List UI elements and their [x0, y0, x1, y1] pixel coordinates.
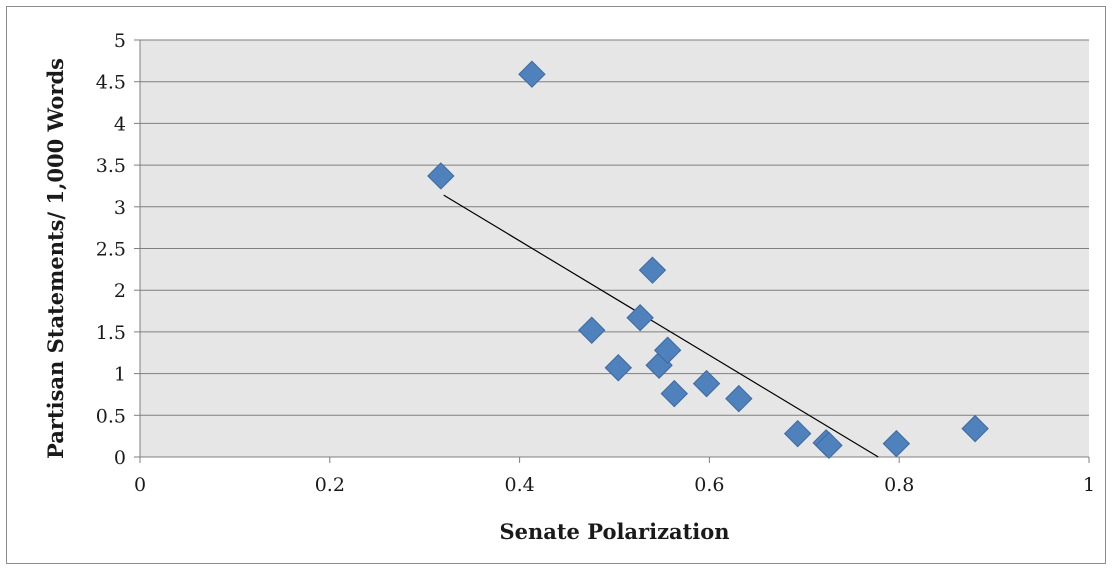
y-tick-label: 2 [114, 280, 126, 302]
x-tick-label: 0.8 [884, 474, 914, 496]
y-tick-label: 1.5 [96, 322, 126, 344]
data-point [783, 419, 812, 448]
y-tick-label: 0.5 [96, 405, 126, 427]
data-point [604, 354, 633, 382]
y-tick-label: 2.5 [96, 239, 126, 261]
data-points [427, 60, 989, 460]
x-tick-label: 0.4 [504, 474, 534, 496]
y-tick-labels: 0 0.5 1 1.5 2 2.5 3 3.5 4 4.5 5 [96, 30, 126, 469]
data-point [578, 316, 606, 344]
data-point [518, 60, 546, 88]
y-tick-label: 5 [114, 30, 126, 52]
y-tick-label: 0 [114, 447, 126, 469]
scatter-chart: 0 0.5 1 1.5 2 2.5 3 3.5 4 4.5 5 0 0.2 0.4 0.6 0.8 1 Sen… [43, 30, 1095, 544]
y-tick-label: 3 [114, 197, 126, 219]
x-tick-label: 0.2 [315, 474, 345, 496]
x-tick-labels: 0 0.2 0.4 0.6 0.8 1 [134, 474, 1095, 496]
trendline [443, 194, 879, 458]
y-tick-label: 3.5 [96, 155, 126, 177]
y-tick-label: 1 [114, 364, 126, 386]
data-point [660, 379, 688, 408]
data-point [427, 162, 455, 190]
y-axis-title: Partisan Statements/ 1,000 Words [43, 58, 68, 459]
data-point [725, 384, 753, 413]
data-point [638, 256, 667, 284]
x-tick-label: 0 [134, 474, 146, 496]
data-point [653, 336, 682, 364]
trendline-layer [443, 194, 879, 458]
y-tick-label: 4 [114, 113, 126, 135]
x-tick-label: 1 [1083, 474, 1095, 496]
data-point [626, 304, 654, 332]
x-axis-title: Senate Polarization [499, 519, 729, 544]
x-tick-label: 0.6 [694, 474, 724, 496]
data-point [692, 369, 721, 398]
data-point [882, 429, 911, 458]
y-tick-label: 4.5 [96, 72, 126, 94]
axes [134, 39, 1090, 463]
data-point [961, 414, 989, 443]
chart-frame: 0 0.5 1 1.5 2 2.5 3 3.5 4 4.5 5 0 0.2 0.4 0.6 0.8 1 Sen… [6, 6, 1106, 564]
data-point [815, 431, 843, 460]
